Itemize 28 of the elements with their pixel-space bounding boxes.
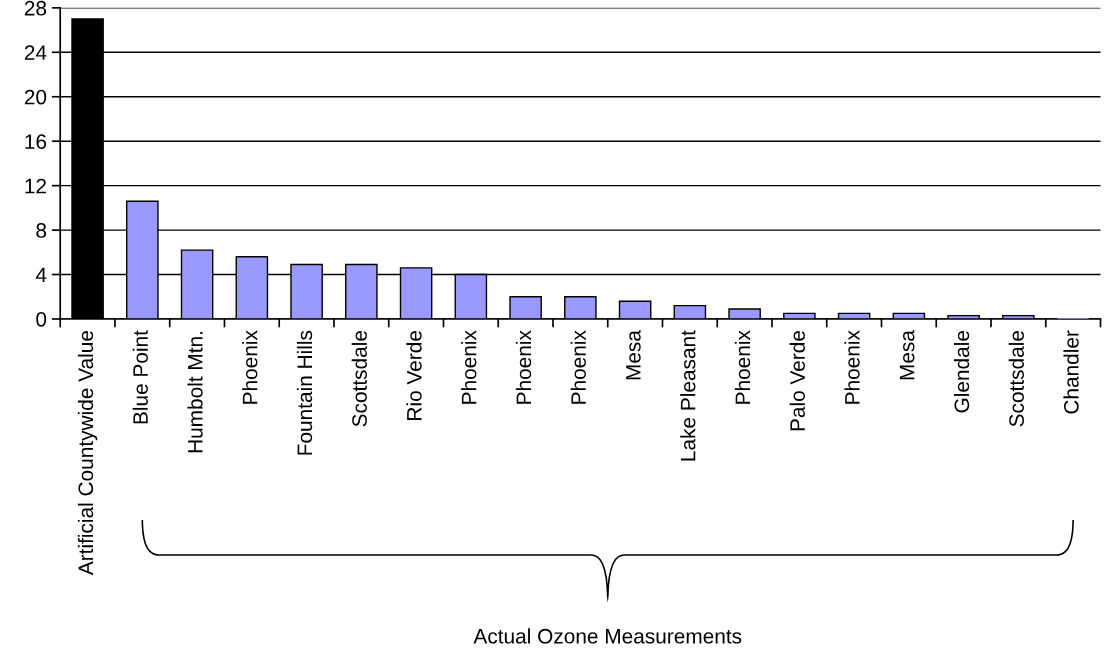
x-tick-label: Rio Verde [406,331,422,420]
y-tick-label: 20 [24,89,47,105]
y-tick-label: 24 [24,45,47,60]
x-tick-label: Scottsdale [1008,331,1024,427]
x-tick-label: Phoenix [844,330,860,404]
text: Actual Ozone Measurements [473,628,742,644]
x-tick-label: Scottsdale [351,331,367,427]
x-tick-label: Lake Pleasant [680,330,696,461]
x-tick-label: Phoenix [570,330,586,404]
x-tick-label: Humbolt Mtn. [187,331,203,453]
y-tick-label: 12 [25,178,46,194]
x-tick-label: Palo Verde [789,331,805,431]
x-tick-label: Mesa [899,330,915,380]
x-tick-label: Chandler [1063,330,1079,414]
y-tick-label: 8 [36,223,47,238]
y-tick-label: 4 [35,267,47,283]
x-tick-label: Artificial Countywide Value [77,331,98,576]
x-tick-label: Phoenix [242,330,258,404]
x-tick-label: Phoenix [461,330,477,404]
y-tick-label: 0 [36,311,47,327]
x-tick-label: Blue Point [132,330,148,424]
y-tick-label: 28 [24,0,47,16]
x-tick-label: Fountain Hills [296,330,313,455]
y-tick-label: 16 [25,134,47,149]
x-tick-label: Phoenix [734,330,751,404]
x-tick-label: Glendale [953,331,970,413]
x-tick-label: Mesa [626,330,641,380]
x-tick-label: Phoenix [515,330,532,404]
